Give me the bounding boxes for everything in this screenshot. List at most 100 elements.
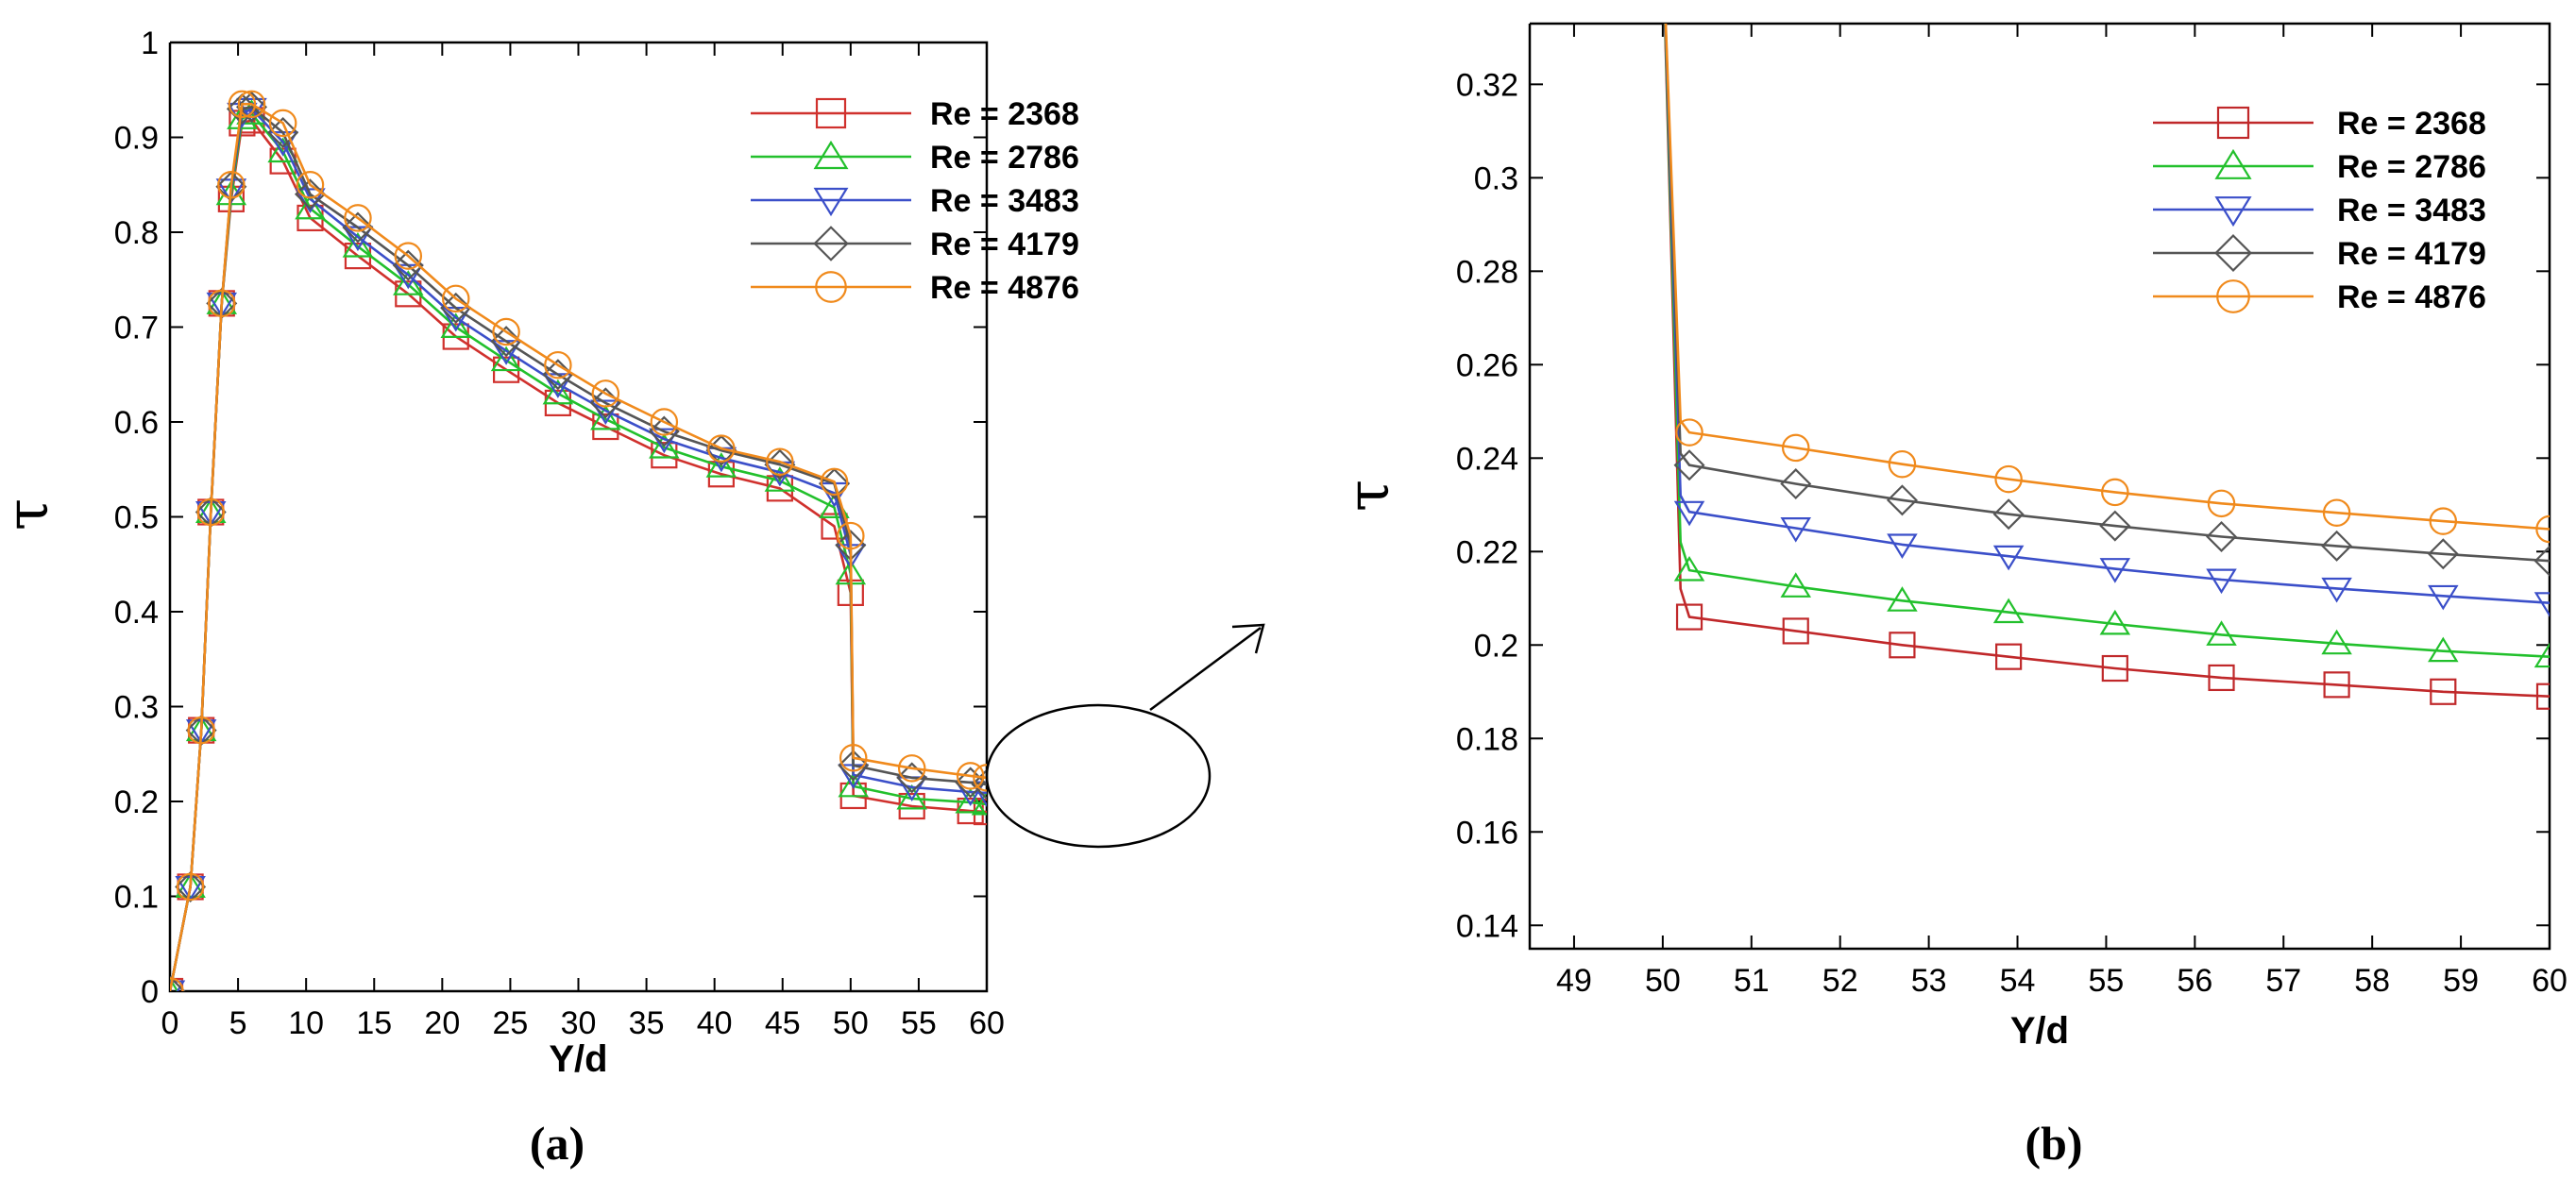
legend-label-3: Re = 4179 — [930, 227, 1079, 262]
legend-label-0: Re = 2368 — [930, 96, 1079, 132]
data-point-0-9 — [2430, 678, 2457, 705]
x-tick-label: 0 — [161, 1005, 179, 1041]
plot-area — [1663, 24, 2550, 710]
data-point-0-6 — [2101, 654, 2128, 683]
data-point-1-9 — [295, 194, 326, 220]
y-tick-label: 0.28 — [1456, 254, 1518, 290]
data-point-3-2 — [1673, 449, 1705, 481]
data-point-3-8 — [2321, 530, 2353, 562]
x-tick-label: 59 — [2443, 963, 2479, 999]
data-point-4-8 — [268, 109, 297, 138]
data-point-3-3 — [1780, 468, 1812, 500]
data-point-3-17 — [705, 434, 737, 466]
legend-marker-4 — [2216, 279, 2250, 313]
data-point-4-7 — [237, 90, 266, 119]
data-point-3-6 — [2099, 510, 2131, 542]
data-point-1-11 — [393, 270, 424, 295]
data-point-1-12 — [440, 312, 472, 338]
data-point-2-10 — [2534, 592, 2550, 617]
data-point-4-2 — [187, 716, 215, 745]
data-point-1-10 — [2534, 642, 2550, 668]
data-point-1-17 — [705, 452, 737, 478]
data-point-4-3 — [196, 497, 226, 527]
data-point-3-0 — [170, 975, 186, 991]
plot-frame — [168, 41, 989, 993]
x-tick-label: 30 — [561, 1005, 597, 1041]
data-point-4-14 — [544, 350, 572, 379]
data-point-1-24 — [971, 789, 987, 816]
data-point-4-8 — [2322, 498, 2351, 527]
data-point-0-5 — [1995, 643, 2023, 670]
data-point-1-15 — [590, 404, 621, 430]
series-line-2 — [170, 108, 987, 991]
data-point-0-4 — [1889, 632, 1916, 659]
zoom-arrow-line — [1149, 626, 1262, 712]
data-point-4-15 — [591, 379, 620, 408]
legend-label-2: Re = 3483 — [930, 183, 1079, 219]
data-point-2-6 — [2099, 558, 2131, 583]
data-point-2-5 — [1992, 545, 2025, 571]
legend-label-0: Re = 2368 — [2337, 106, 2486, 142]
data-point-1-16 — [649, 433, 680, 459]
panel-caption: (b) — [2025, 1117, 2082, 1170]
data-point-4-5 — [217, 171, 246, 199]
data-point-1-1 — [175, 872, 206, 898]
y-tick-label: 1 — [141, 25, 159, 61]
y-tick-label: 0.8 — [114, 215, 159, 251]
data-point-4-10 — [344, 204, 372, 232]
data-point-3-9 — [294, 178, 326, 211]
data-point-4-19 — [820, 467, 849, 497]
data-point-1-5 — [1992, 598, 2025, 624]
legend-label-2: Re = 3483 — [2337, 193, 2486, 228]
data-point-4-20 — [837, 521, 865, 550]
y-tick-label: 0.5 — [114, 500, 159, 536]
data-point-1-6 — [2099, 609, 2131, 635]
data-point-2-2 — [1673, 500, 1705, 527]
x-tick-label: 57 — [2265, 963, 2301, 999]
data-point-4-9 — [2429, 507, 2458, 535]
data-point-4-4 — [1888, 449, 1917, 479]
legend-marker-1 — [2214, 148, 2252, 179]
data-point-1-13 — [490, 346, 522, 372]
data-point-1-22 — [896, 784, 927, 810]
x-tick-label: 58 — [2354, 963, 2390, 999]
x-tick-label: 60 — [2532, 963, 2568, 999]
y-tick-label: 0.9 — [114, 121, 159, 157]
y-tick-label: 0.3 — [1474, 160, 1518, 196]
zoom-region-ellipse — [985, 703, 1212, 849]
x-axis-label: Y/d — [549, 1038, 607, 1080]
x-tick-label: 55 — [901, 1005, 937, 1041]
x-tick-label: 25 — [493, 1005, 529, 1041]
data-point-3-10 — [342, 211, 374, 244]
panel-caption: (a) — [530, 1117, 585, 1170]
data-point-4-7 — [2207, 489, 2236, 518]
legend-marker-3 — [2214, 234, 2252, 272]
series-line-0 — [170, 119, 987, 991]
legend: Re = 2368 Re = 2786 Re = 3483 Re = 4179 Re =… — [751, 96, 1079, 306]
data-point-3-11 — [392, 249, 424, 281]
x-tick-label: 35 — [629, 1005, 665, 1041]
data-point-0-8 — [2323, 671, 2350, 699]
data-point-4-4 — [208, 289, 236, 318]
x-tick-label: 40 — [697, 1005, 733, 1041]
series-line-4 — [1664, 24, 2550, 531]
x-tick-label: 5 — [229, 1005, 247, 1041]
x-tick-label: 15 — [356, 1005, 392, 1041]
series-line-2 — [1664, 24, 2550, 604]
data-point-2-4 — [1887, 533, 1918, 559]
data-point-0-2 — [1675, 603, 1703, 631]
y-tick-label: 0.32 — [1456, 67, 1518, 103]
series-line-1 — [170, 112, 987, 991]
data-point-4-0 — [170, 977, 184, 991]
x-tick-label: 53 — [1911, 963, 1947, 999]
x-tick-label: 54 — [2000, 963, 2036, 999]
data-point-4-2 — [1675, 418, 1703, 447]
y-tick-label: 0.1 — [114, 880, 159, 916]
legend: Re = 2368 Re = 2786 Re = 3483 Re = 4179 Re =… — [2153, 106, 2486, 315]
x-tick-label: 45 — [765, 1005, 801, 1041]
x-tick-label: 50 — [833, 1005, 869, 1041]
data-point-1-14 — [542, 379, 574, 405]
y-tick-label: 0.6 — [114, 405, 159, 441]
data-point-4-1 — [176, 872, 205, 902]
